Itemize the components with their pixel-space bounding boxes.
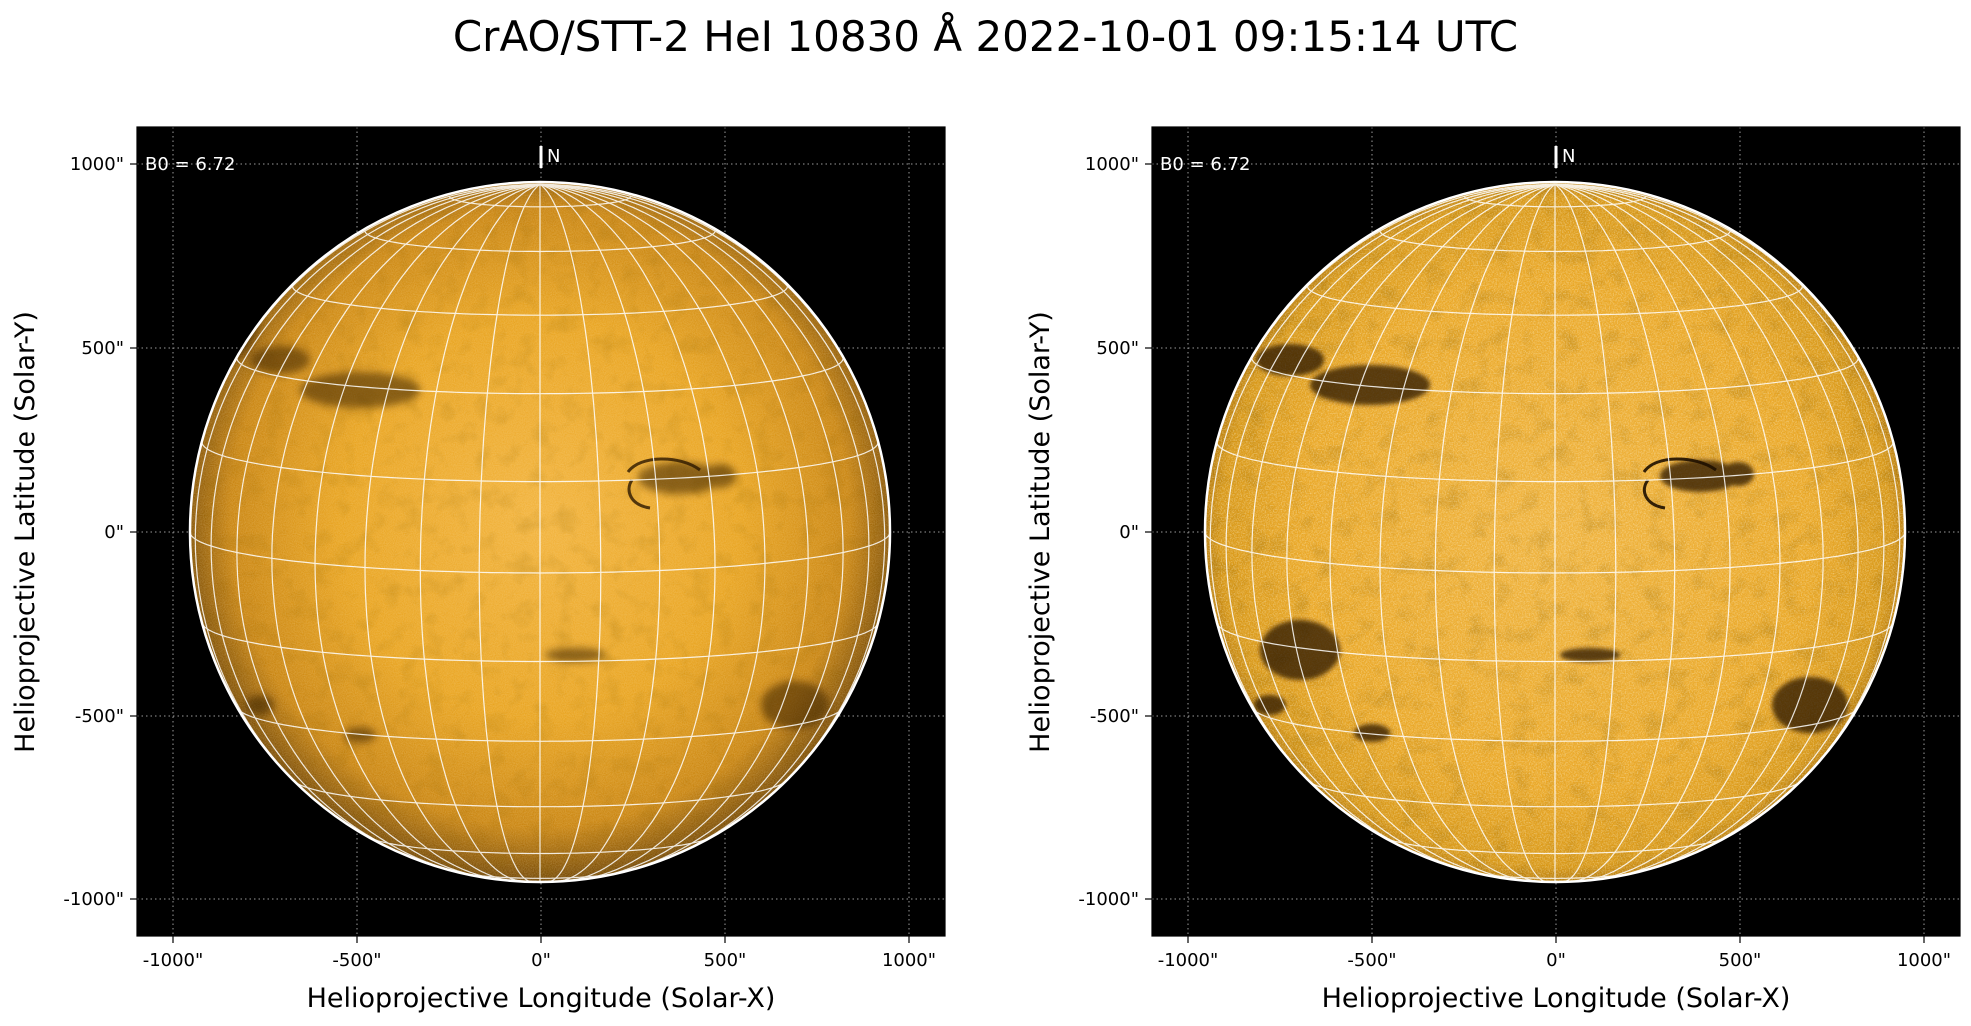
panel-right: N B0 = 6.72 -1000" -500" 0" 500" 1000" 1…: [1025, 126, 1961, 1014]
longitude-line: [1286, 183, 1556, 879]
y-tick-label: 500": [81, 338, 124, 359]
y-tick-label: 0": [1119, 522, 1139, 543]
panel-left: N B0 = 6.72 -1000" -500" 0" 500" 1000" 1…: [10, 126, 946, 1014]
b0-label: B0 = 6.72: [145, 154, 235, 175]
y-tick-label: -500": [75, 706, 124, 727]
longitude-line: [194, 183, 541, 818]
longitude-line: [364, 183, 541, 882]
figure-title: CrAO/STT-2 HeI 10830 Å 2022-10-01 09:15:…: [452, 12, 1519, 61]
y-axis-label: Helioprojective Latitude (Solar-Y): [1025, 311, 1056, 753]
longitude-line: [236, 183, 541, 875]
axis-ticks: [1145, 163, 1925, 943]
longitude-line: [1209, 183, 1556, 818]
x-tick-labels: -1000" -500" 0" 500" 1000": [143, 950, 936, 971]
x-tick-label: -1000": [1158, 950, 1219, 971]
north-label: N: [1562, 146, 1575, 167]
x-tick-label: 1000": [1897, 950, 1951, 971]
longitude-line: [210, 183, 541, 864]
longitude-line: [1329, 183, 1556, 881]
x-tick-label: 500": [1719, 950, 1762, 971]
longitude-line: [539, 183, 661, 882]
longitude-line: [1554, 183, 1731, 882]
heliographic-grid: [190, 183, 890, 882]
longitude-line: [314, 183, 541, 881]
y-tick-label: -1000": [63, 889, 124, 910]
longitude-line: [539, 183, 602, 882]
longitude-line: [539, 183, 716, 882]
longitude-line: [539, 183, 766, 881]
y-tick-label: -1000": [1078, 889, 1139, 910]
y-tick-label: 500": [1096, 338, 1139, 359]
y-tick-label: 1000": [70, 154, 124, 175]
x-tick-label: 500": [704, 950, 747, 971]
longitude-line: [1554, 183, 1676, 882]
x-tick-label: -1000": [143, 950, 204, 971]
x-axis-label: Helioprojective Longitude (Solar-X): [1322, 983, 1791, 1014]
y-tick-labels: 1000" 500" 0" -500" -1000": [1078, 154, 1139, 910]
longitude-line: [539, 183, 809, 879]
x-tick-label: 0": [531, 950, 551, 971]
north-indicator: N: [539, 146, 560, 168]
longitude-line: [271, 183, 541, 879]
longitude-line: [1554, 183, 1781, 881]
y-axis-label: Helioprojective Latitude (Solar-Y): [10, 311, 41, 753]
longitude-line: [478, 183, 541, 882]
longitude-line: [1379, 183, 1556, 882]
x-tick-label: 0": [1546, 950, 1566, 971]
longitude-line: [1554, 183, 1901, 818]
y-tick-label: -500": [1090, 706, 1139, 727]
longitude-line: [1251, 183, 1556, 875]
solar-limb: [188, 180, 892, 884]
x-axis-label: Helioprojective Longitude (Solar-X): [307, 983, 776, 1014]
x-tick-label: 1000": [882, 950, 936, 971]
longitude-line: [539, 183, 886, 818]
longitude-line: [419, 183, 541, 882]
b0-label: B0 = 6.72: [1160, 154, 1250, 175]
longitude-line: [539, 183, 870, 864]
longitude-line: [1554, 183, 1885, 864]
solar-limb: [1203, 180, 1907, 884]
y-tick-label: 0": [104, 522, 124, 543]
longitude-line: [539, 183, 844, 875]
longitude-line: [1554, 183, 1617, 882]
x-tick-label: -500": [1347, 950, 1396, 971]
heliographic-grid: [1205, 183, 1905, 882]
x-tick-label: -500": [332, 950, 381, 971]
axis-ticks: [130, 163, 910, 943]
longitude-line: [1434, 183, 1556, 882]
north-label: N: [547, 146, 560, 167]
y-tick-label: 1000": [1085, 154, 1139, 175]
longitude-line: [1554, 183, 1859, 875]
longitude-line: [1225, 183, 1556, 864]
x-tick-labels: -1000" -500" 0" 500" 1000": [1158, 950, 1951, 971]
longitude-line: [1493, 183, 1556, 882]
longitude-line: [1554, 183, 1824, 879]
y-tick-labels: 1000" 500" 0" -500" -1000": [63, 154, 124, 910]
north-indicator: N: [1554, 146, 1575, 168]
